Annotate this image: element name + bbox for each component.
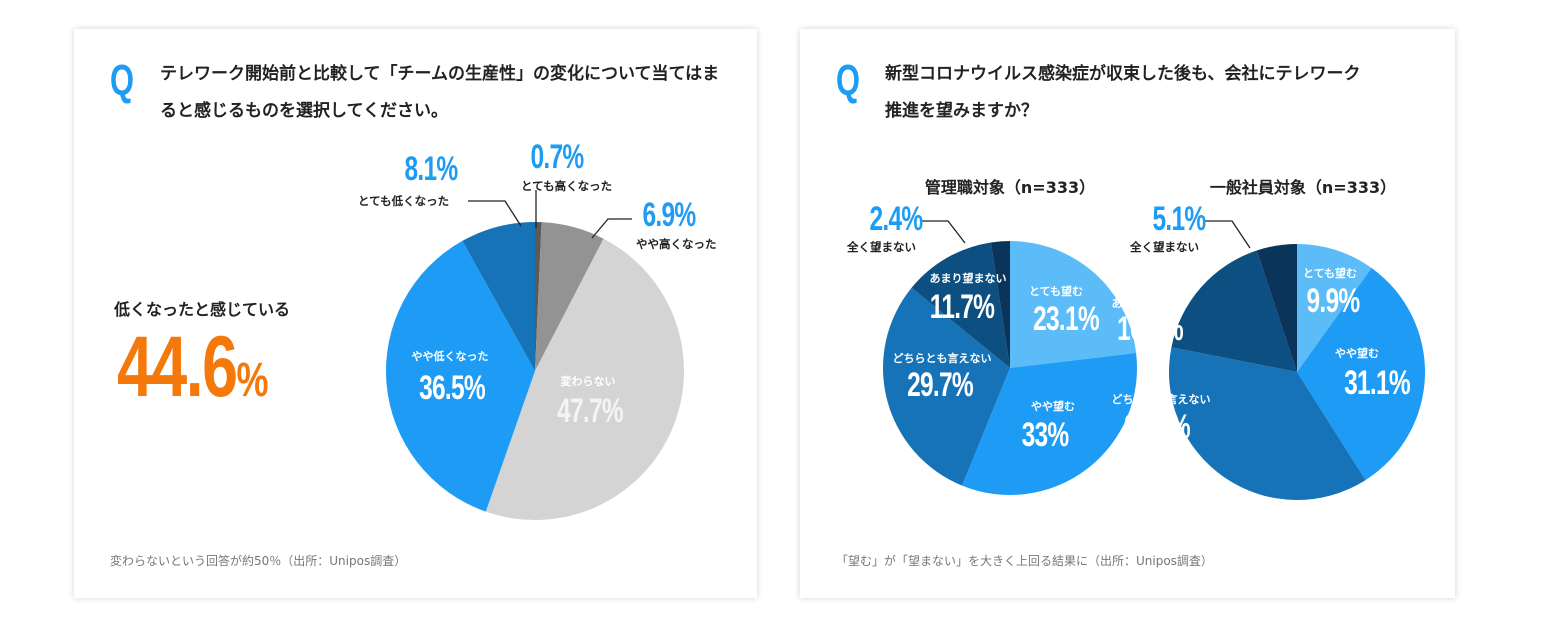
- mgr-label-little: あまり望まない: [929, 272, 1007, 285]
- emp-value-very: 9.9%: [1306, 282, 1361, 320]
- emp-label-somewhat: やや望む: [1335, 347, 1379, 360]
- emp-label-very: とても望む: [1302, 267, 1358, 280]
- pie-slice-managers-4: [990, 241, 1010, 368]
- subtitle-employees: 一般社員対象（n=333）: [1209, 178, 1397, 197]
- subtitle-managers: 管理職対象（n=333）: [924, 178, 1096, 197]
- label-value-very-high: 0.7%: [530, 138, 585, 176]
- callout-label: 低くなったと感じている: [114, 300, 291, 319]
- label-value-slightly-high: 6.9%: [642, 196, 697, 234]
- pie-slice-managers-2: [883, 287, 1010, 486]
- leader-line-mgr-none: [921, 220, 966, 244]
- mgr-label-neutral: どちらとも言えない: [892, 352, 992, 365]
- mgr-label-none: 全く望まない: [847, 240, 916, 254]
- pie-slice-employees-3: [1171, 250, 1297, 372]
- callout-number: 44.6: [117, 319, 238, 415]
- leader-line-slightly-high: [591, 218, 632, 239]
- label-very-low: とても低くなった: [358, 194, 450, 208]
- emp-value-neutral: 37.1%: [1124, 408, 1191, 446]
- emp-value-somewhat: 31.1%: [1344, 364, 1411, 402]
- q-icon: Q: [836, 56, 860, 105]
- emp-value-none: 5.1%: [1152, 200, 1207, 238]
- question-title: テレワーク開始前と比較して「チームの生産性」の変化について当てはまると感じるもの…: [160, 64, 720, 121]
- pie-slice-managers-1: [962, 353, 1137, 495]
- pie-slice-productivity-4: [462, 222, 535, 371]
- pie-slice-employees-0: [1297, 244, 1372, 372]
- pie-slice-productivity-1: [535, 222, 604, 371]
- pie-slice-managers-0: [1010, 241, 1137, 368]
- pie-slice-productivity-2: [485, 238, 684, 520]
- mgr-value-very: 23.1%: [1033, 300, 1100, 338]
- callout-unit: %: [236, 354, 269, 407]
- emp-label-little: あまり望まない: [1111, 297, 1189, 310]
- label-very-high: とても高くなった: [521, 179, 613, 193]
- emp-label-none: 全く望まない: [1130, 240, 1199, 254]
- mgr-value-neutral: 29.7%: [907, 366, 974, 404]
- leader-line-emp-none: [1205, 220, 1251, 249]
- pie-slice-employees-2: [1169, 347, 1366, 500]
- mgr-value-somewhat: 33%: [1021, 416, 1070, 454]
- mgr-value-little: 11.7%: [929, 288, 995, 326]
- mgr-label-very: とても望む: [1028, 285, 1084, 298]
- label-slightly-high: やや高くなった: [636, 237, 717, 251]
- pie-slice-employees-1: [1297, 267, 1425, 481]
- question-title-line2: 推進を望みますか？: [885, 101, 1038, 121]
- leader-line-very-low: [468, 200, 522, 227]
- pie-slice-managers-3: [911, 242, 1010, 368]
- label-value-very-low: 8.1%: [404, 150, 459, 188]
- footnote-right: 「望む」が「望まない」を大きく上回る結果に（出所：Unipos調査）: [836, 554, 1213, 568]
- label-value-slightly-low: 36.5%: [419, 369, 486, 407]
- label-no-change: 変わらない: [560, 375, 616, 388]
- question-title-line1: 新型コロナウイルス感染症が収束した後も、会社にテレワーク: [885, 64, 1361, 84]
- mgr-label-somewhat: やや望む: [1031, 400, 1075, 413]
- footnote-left: 変わらないという回答が約50％（出所：Unipos調査）: [110, 554, 407, 568]
- label-slightly-low: やや低くなった: [411, 350, 489, 363]
- pie-slice-productivity-0: [535, 222, 542, 371]
- emp-label-neutral: どちらとも言えない: [1111, 393, 1211, 406]
- pie-slice-productivity-3: [386, 240, 535, 512]
- q-icon: Q: [110, 56, 134, 105]
- pie-slice-employees-4: [1256, 244, 1297, 372]
- label-value-no-change: 47.7%: [557, 392, 624, 430]
- callout-value: 44.6%: [117, 318, 269, 417]
- mgr-value-none: 2.4%: [869, 200, 924, 238]
- emp-value-little: 16.8%: [1117, 310, 1184, 348]
